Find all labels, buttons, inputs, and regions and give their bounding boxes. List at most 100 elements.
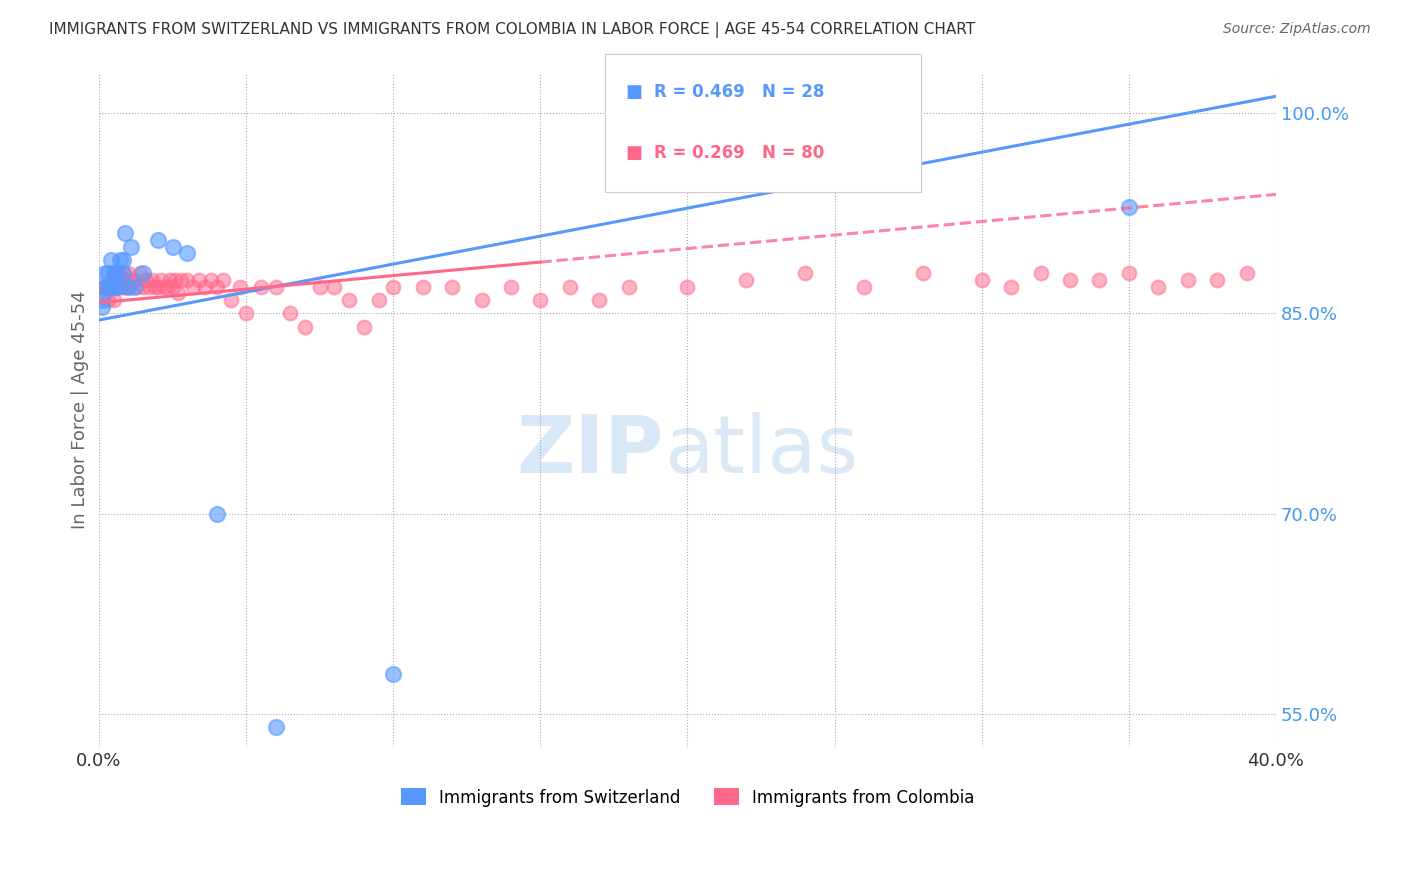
Text: ■: ■: [626, 145, 643, 162]
Point: [149, 273, 172, 287]
Point: [127, 279, 149, 293]
Point: [162, 239, 184, 253]
Point: [1236, 266, 1258, 280]
Point: [1088, 273, 1111, 287]
Point: [205, 279, 228, 293]
Text: R = 0.269   N = 80: R = 0.269 N = 80: [654, 145, 824, 162]
Point: [176, 246, 198, 260]
Text: Source: ZipAtlas.com: Source: ZipAtlas.com: [1223, 22, 1371, 37]
Point: [235, 306, 257, 320]
Point: [105, 279, 128, 293]
Point: [108, 279, 131, 293]
Point: [162, 279, 184, 293]
Point: [135, 273, 157, 287]
Point: [97, 279, 120, 293]
Point: [114, 226, 136, 240]
Point: [108, 252, 131, 267]
Point: [970, 273, 993, 287]
Point: [735, 273, 758, 287]
Point: [105, 266, 128, 280]
Point: [200, 273, 222, 287]
Point: [353, 319, 375, 334]
Point: [323, 279, 346, 293]
Point: [308, 279, 330, 293]
Point: [156, 279, 179, 293]
Point: [97, 266, 120, 280]
Point: [132, 266, 155, 280]
Point: [103, 293, 125, 307]
Point: [141, 273, 163, 287]
Point: [382, 666, 405, 681]
Point: [94, 279, 117, 293]
Point: [412, 279, 434, 293]
Text: IMMIGRANTS FROM SWITZERLAND VS IMMIGRANTS FROM COLOMBIA IN LABOR FORCE | AGE 45-: IMMIGRANTS FROM SWITZERLAND VS IMMIGRANT…: [49, 22, 976, 38]
Point: [176, 273, 198, 287]
Legend: Immigrants from Switzerland, Immigrants from Colombia: Immigrants from Switzerland, Immigrants …: [394, 781, 981, 814]
Point: [105, 266, 128, 280]
Y-axis label: In Labor Force | Age 45-54: In Labor Force | Age 45-54: [72, 291, 89, 530]
Point: [221, 293, 243, 307]
Text: R = 0.469   N = 28: R = 0.469 N = 28: [654, 83, 824, 101]
Point: [117, 266, 139, 280]
Point: [94, 286, 117, 301]
Point: [111, 266, 134, 280]
Point: [97, 293, 120, 307]
Point: [114, 279, 136, 293]
Point: [100, 252, 122, 267]
Point: [103, 266, 125, 280]
Point: [558, 279, 581, 293]
Point: [108, 273, 131, 287]
Point: [105, 279, 128, 293]
Point: [100, 273, 122, 287]
Point: [143, 279, 166, 293]
Point: [111, 252, 134, 267]
Point: [367, 293, 389, 307]
Point: [111, 279, 134, 293]
Point: [181, 279, 204, 293]
Point: [97, 279, 120, 293]
Point: [1118, 266, 1140, 280]
Point: [124, 279, 146, 293]
Point: [529, 293, 551, 307]
Point: [382, 279, 405, 293]
Point: [441, 279, 464, 293]
Point: [1147, 279, 1170, 293]
Point: [159, 273, 181, 287]
Point: [111, 266, 134, 280]
Point: [94, 279, 117, 293]
Point: [1177, 273, 1199, 287]
Point: [114, 273, 136, 287]
Point: [882, 106, 904, 120]
Point: [676, 279, 699, 293]
Point: [165, 273, 187, 287]
Point: [170, 273, 193, 287]
Point: [103, 266, 125, 280]
Point: [1059, 273, 1081, 287]
Point: [264, 720, 287, 734]
Point: [132, 279, 155, 293]
Text: atlas: atlas: [664, 411, 858, 490]
Point: [194, 279, 217, 293]
Point: [588, 293, 610, 307]
Point: [337, 293, 360, 307]
Point: [100, 279, 122, 293]
Point: [470, 293, 492, 307]
Point: [1000, 279, 1022, 293]
Point: [117, 279, 139, 293]
Point: [205, 507, 228, 521]
Point: [129, 266, 152, 280]
Text: ■: ■: [626, 83, 643, 101]
Point: [278, 306, 301, 320]
Point: [124, 273, 146, 287]
Point: [617, 279, 640, 293]
Point: [90, 300, 112, 314]
Point: [120, 239, 142, 253]
Point: [911, 266, 934, 280]
Point: [1029, 266, 1052, 280]
Point: [146, 233, 169, 247]
Point: [90, 293, 112, 307]
Point: [138, 279, 160, 293]
Point: [229, 279, 252, 293]
Point: [1118, 200, 1140, 214]
Point: [94, 266, 117, 280]
